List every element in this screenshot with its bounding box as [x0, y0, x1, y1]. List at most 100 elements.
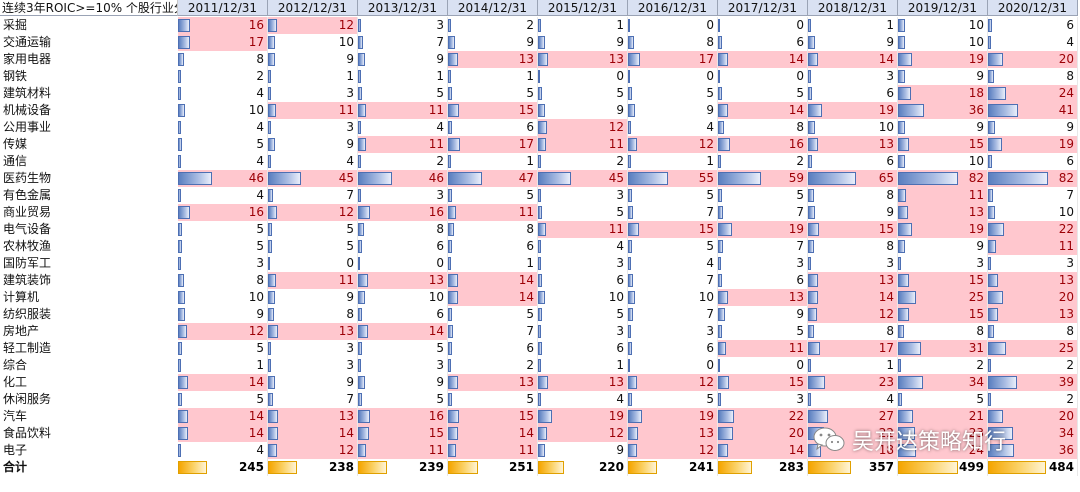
- value-cell: 5: [448, 306, 538, 323]
- data-bar: [898, 121, 905, 134]
- value-cell: 10: [898, 17, 988, 34]
- data-bar: [628, 172, 669, 185]
- data-bar: [718, 376, 729, 389]
- cell-value: 3: [886, 256, 894, 270]
- total-data-bar: [988, 461, 1047, 474]
- data-bar: [268, 308, 274, 321]
- cell-value: 6: [706, 341, 714, 355]
- value-cell: 4: [628, 119, 718, 136]
- value-cell: 14: [448, 272, 538, 289]
- cell-value: 6: [1066, 154, 1074, 168]
- cell-value: 45: [608, 171, 624, 185]
- cell-value: 20: [1058, 290, 1074, 304]
- value-cell: 36: [898, 102, 988, 119]
- data-bar: [718, 155, 721, 168]
- value-cell: 19: [898, 221, 988, 238]
- cell-value: 15: [968, 307, 984, 321]
- cell-value: 0: [796, 358, 804, 372]
- data-bar: [808, 70, 811, 83]
- value-cell: 9: [358, 374, 448, 391]
- value-cell: 8: [358, 221, 448, 238]
- cell-value: 10: [698, 290, 714, 304]
- cell-value: 8: [886, 239, 894, 253]
- cell-value: 12: [338, 205, 354, 219]
- value-cell: 5: [178, 391, 268, 408]
- data-bar: [538, 240, 541, 253]
- cell-value: 5: [256, 222, 264, 236]
- data-bar: [268, 342, 271, 355]
- value-cell: 45: [538, 170, 628, 187]
- value-cell: 3: [718, 255, 808, 272]
- data-bar: [448, 87, 452, 100]
- value-cell: 2: [448, 357, 538, 374]
- value-cell: 13: [538, 51, 628, 68]
- industry-label: 通信: [3, 154, 28, 168]
- industry-label: 电子: [3, 443, 28, 457]
- cell-value: 7: [526, 324, 534, 338]
- data-bar: [988, 104, 1018, 117]
- data-bar: [538, 104, 545, 117]
- cell-value: 10: [248, 290, 264, 304]
- cell-value: 8: [256, 273, 264, 287]
- cell-value: 1: [526, 256, 534, 270]
- data-bar: [808, 291, 819, 304]
- data-bar: [988, 410, 1003, 423]
- cell-value: 11: [968, 188, 984, 202]
- value-cell: 17: [628, 51, 718, 68]
- value-cell: 13: [448, 51, 538, 68]
- cell-value: 3: [436, 18, 444, 32]
- industry-label: 国防军工: [3, 256, 52, 270]
- column-header: 2011/12/31: [178, 0, 268, 16]
- cell-value: 9: [706, 103, 714, 117]
- cell-value: 12: [248, 324, 264, 338]
- cell-value: 17: [878, 341, 894, 355]
- data-bar: [718, 53, 729, 66]
- value-cell: 14: [178, 408, 268, 425]
- cell-value: 0: [796, 18, 804, 32]
- cell-value: 9: [886, 35, 894, 49]
- value-cell: 9: [808, 34, 898, 51]
- data-bar: [808, 155, 813, 168]
- cell-value: 8: [436, 222, 444, 236]
- data-bar: [538, 325, 541, 338]
- value-cell: 12: [268, 17, 358, 34]
- data-bar: [358, 189, 361, 202]
- cell-value: 13: [338, 324, 354, 338]
- data-bar: [448, 223, 454, 236]
- cell-value: 22: [788, 409, 804, 423]
- cell-value: 5: [436, 392, 444, 406]
- cell-value: 3: [616, 256, 624, 270]
- data-bar: [448, 206, 457, 219]
- cell-value: 1: [886, 358, 894, 372]
- column-header: 2014/12/31: [448, 0, 538, 16]
- value-cell: 25: [988, 340, 1078, 357]
- value-cell: 19: [538, 408, 628, 425]
- value-cell: 10: [538, 289, 628, 306]
- data-bar: [628, 359, 630, 372]
- total-data-bar: [178, 461, 208, 474]
- value-cell: 19: [808, 102, 898, 119]
- value-cell: 9: [898, 119, 988, 136]
- cell-value: 34: [1058, 426, 1074, 440]
- data-bar: [358, 104, 367, 117]
- industry-label: 机械设备: [3, 103, 52, 117]
- cell-value: 18: [968, 86, 984, 100]
- cell-value: 3: [256, 256, 264, 270]
- value-cell: 7: [448, 323, 538, 340]
- industry-label: 建筑材料: [3, 86, 52, 100]
- value-cell: 4: [268, 153, 358, 170]
- data-bar: [988, 206, 996, 219]
- data-bar: [808, 121, 816, 134]
- cell-value: 16: [248, 205, 264, 219]
- cell-value: 4: [1066, 35, 1074, 49]
- data-bar: [718, 444, 729, 457]
- cell-value: 11: [1058, 239, 1074, 253]
- value-cell: 7: [718, 204, 808, 221]
- data-bar: [448, 172, 483, 185]
- data-bar: [718, 257, 721, 270]
- data-bar: [178, 189, 181, 202]
- industry-label: 休闲服务: [3, 392, 52, 406]
- cell-value: 13: [518, 375, 534, 389]
- value-cell: 7: [628, 204, 718, 221]
- data-bar: [628, 121, 631, 134]
